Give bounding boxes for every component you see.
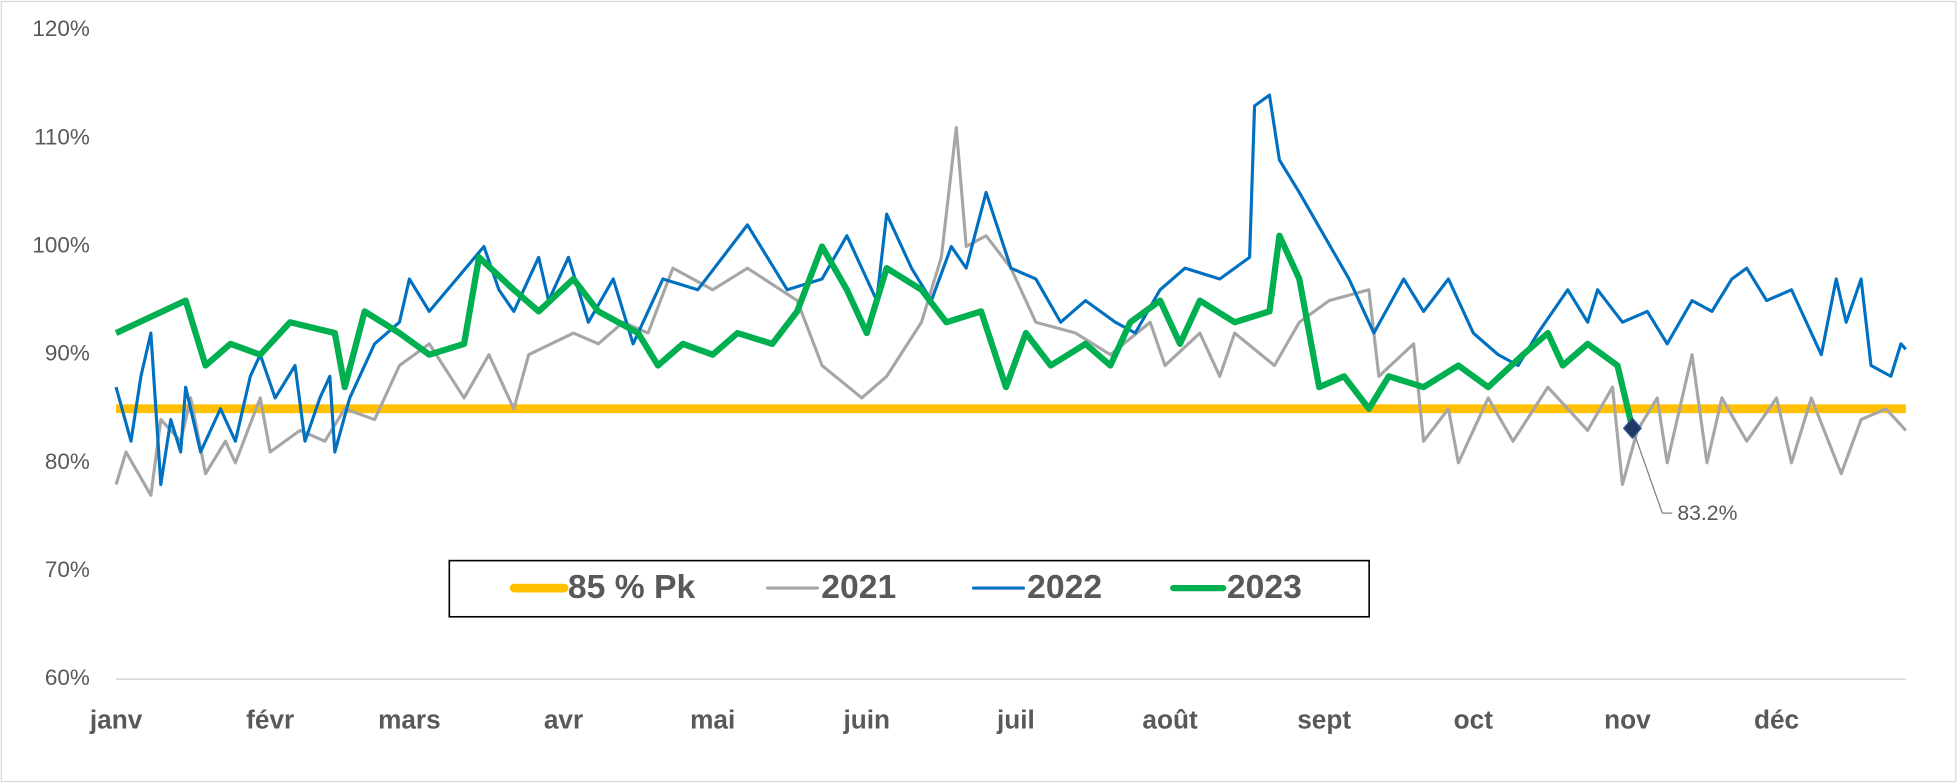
annotation-leader	[1631, 428, 1663, 514]
x-tick-label: juin	[843, 705, 891, 735]
x-tick-label: sept	[1297, 705, 1351, 735]
y-tick-label: 80%	[45, 449, 90, 474]
series-line	[114, 93, 1907, 487]
y-tick-label: 70%	[45, 557, 90, 582]
x-tick-label: mai	[690, 705, 735, 735]
y-tick-label: 110%	[34, 124, 90, 149]
x-tick-label: mars	[378, 705, 441, 735]
axes: 60% 70% 80% 90% 100% 110% 120% janv févr mars avr m…	[32, 16, 1906, 735]
y-tick-label: 90%	[45, 341, 90, 366]
x-tick-label: nov	[1604, 705, 1651, 735]
y-tick-label: 60%	[45, 665, 90, 690]
x-tick-label: févr	[246, 705, 294, 735]
legend-label: 2023	[1227, 569, 1302, 606]
series-line	[114, 232, 1636, 429]
x-tick-label: oct	[1454, 705, 1494, 735]
x-tick-label: juil	[996, 705, 1035, 735]
legend-label: 2021	[821, 569, 896, 606]
annotation-marker	[1622, 417, 1642, 440]
plot: 83.2%	[114, 93, 1907, 525]
legend-label: 85 % Pk	[568, 569, 696, 606]
y-tick-label: 120%	[32, 16, 89, 41]
x-tick-label: avr	[544, 705, 583, 735]
x-tick-label: déc	[1754, 705, 1799, 735]
x-tick-label: janv	[89, 705, 143, 735]
annotation-label: 83.2%	[1677, 502, 1737, 525]
legend-label: 2022	[1027, 569, 1102, 606]
y-tick-label: 100%	[32, 232, 89, 257]
legend: 85 % Pk 2021 2022 2023	[448, 559, 1370, 618]
x-tick-label: août	[1142, 705, 1198, 735]
